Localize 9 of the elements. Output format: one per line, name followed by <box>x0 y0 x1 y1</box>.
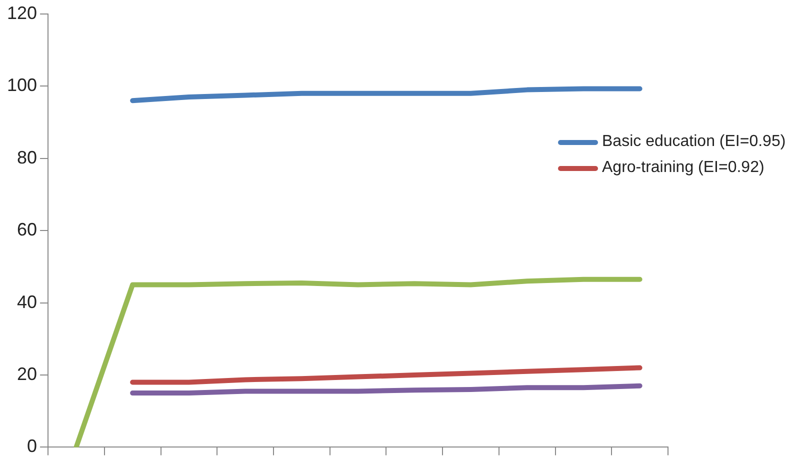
legend-label: Basic education (EI=0.95) <box>602 132 787 152</box>
y-tick-label: 100 <box>6 75 38 96</box>
y-tick-label: 40 <box>17 292 38 312</box>
y-tick-label: 0 <box>27 436 38 456</box>
legend-label: Agro-training (EI=0.92) <box>602 158 766 178</box>
y-tick-label: 80 <box>17 147 38 168</box>
y-tick-label: 60 <box>17 220 38 240</box>
y-tick-label: 120 <box>6 2 38 23</box>
y-tick-label: 20 <box>17 364 38 384</box>
